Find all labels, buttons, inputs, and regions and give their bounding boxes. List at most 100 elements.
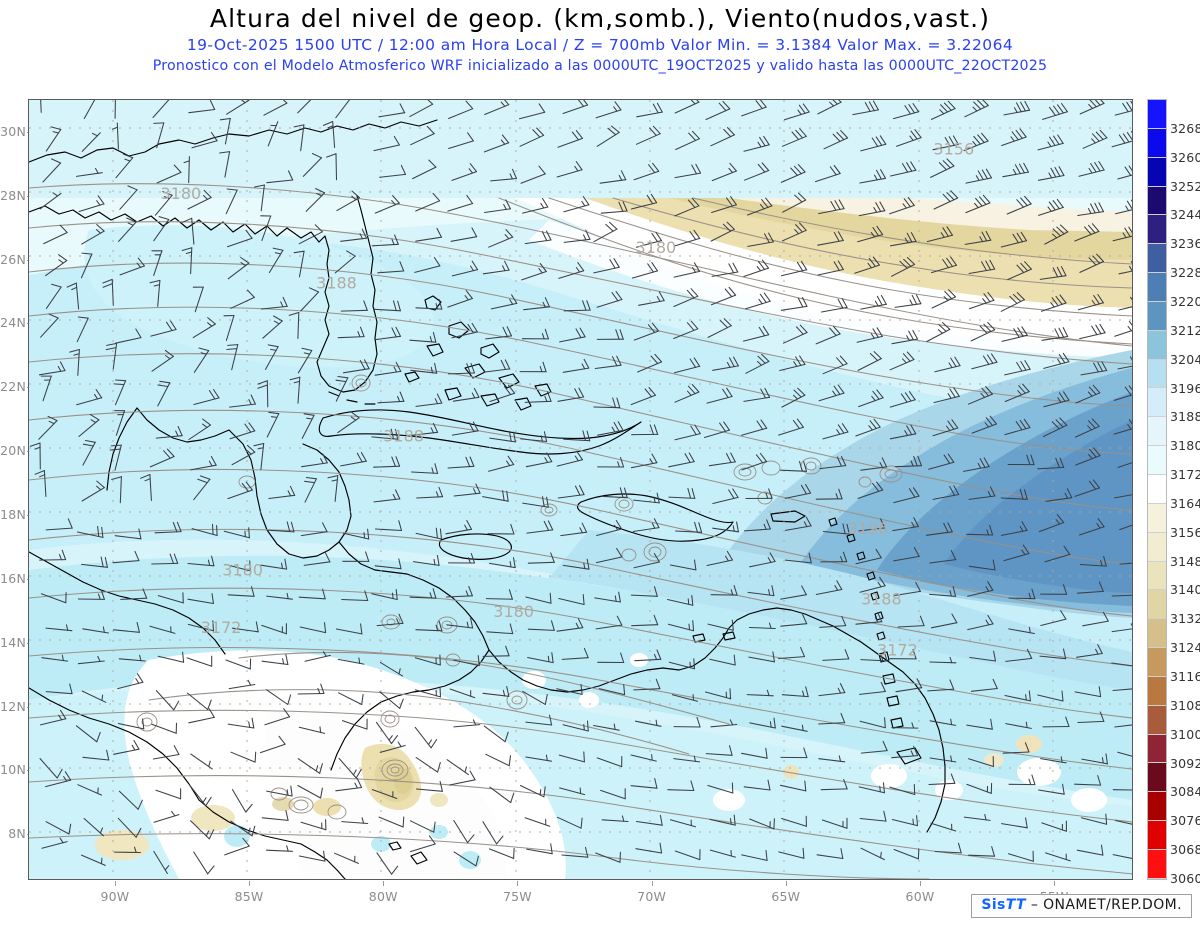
wind-barb (673, 320, 699, 340)
wind-barb (712, 521, 739, 533)
wind-barb (75, 167, 103, 177)
wind-barb (445, 519, 473, 535)
colorbar-swatch (1148, 128, 1166, 158)
wind-barb (557, 387, 585, 402)
wind-barb (416, 486, 444, 499)
wind-barb (964, 100, 989, 118)
colorbar-tick-label: 3092 (1170, 755, 1200, 771)
wind-barb (968, 559, 996, 571)
wind-barb (29, 442, 41, 470)
wind-barb (1113, 419, 1132, 435)
wind-barb (633, 322, 660, 341)
wind-barb (260, 215, 272, 242)
wind-barb (631, 614, 659, 627)
wind-barb (781, 222, 807, 242)
wind-barb (818, 199, 845, 215)
wind-barb (83, 100, 96, 120)
wind-barb (930, 158, 955, 178)
wind-barb (747, 232, 774, 247)
x-axis-tick-label: 60W (905, 889, 935, 904)
wind-barb (889, 424, 917, 440)
colorbar-tick-label: 3140 (1170, 582, 1200, 598)
wind-barb (860, 847, 885, 861)
map-canvas[interactable]: 3180 3188 3180 3156 3188 3196 3188 3180 3180 3172… (28, 99, 1133, 880)
contour-value-label: 3180 (636, 238, 677, 257)
wind-barb (149, 279, 161, 307)
colorbar-tick-label: 3132 (1170, 611, 1200, 627)
wind-barb (1008, 588, 1036, 600)
wind-barb (448, 100, 474, 120)
wind-barb (157, 380, 171, 407)
wind-barb (742, 325, 770, 342)
wind-barb (453, 819, 475, 844)
wind-barb (596, 329, 624, 340)
wind-barb (524, 817, 551, 827)
x-axis-tick-label: 85W (234, 889, 264, 904)
wind-barb (411, 463, 439, 474)
wind-barb (1008, 774, 1036, 786)
wind-barb (190, 820, 215, 840)
wind-barb (631, 262, 659, 279)
wind-barb (967, 386, 993, 405)
colorbar-tick-label: 3236 (1170, 236, 1200, 252)
colorbar[interactable] (1147, 99, 1167, 880)
wind-barb (741, 452, 768, 471)
y-axis-tick-label: 14N (0, 634, 26, 650)
colorbar-tick-label: 3108 (1170, 697, 1200, 713)
wind-barb (151, 722, 178, 734)
colorbar-swatch (1148, 792, 1166, 822)
wind-barb (893, 547, 920, 562)
wind-barb (932, 485, 960, 500)
wind-barb (563, 195, 590, 213)
wind-barb (1007, 850, 1034, 862)
wind-barb (527, 620, 555, 631)
wind-barb (117, 673, 144, 690)
wind-barb (268, 485, 296, 500)
colorbar-swatch (1148, 301, 1166, 331)
colorbar-swatch (1148, 215, 1166, 245)
wind-barb (595, 101, 622, 119)
wind-barb (151, 553, 179, 565)
wind-barb (891, 722, 919, 729)
wind-barb (181, 217, 195, 245)
wind-barb (193, 851, 215, 875)
wind-barb (488, 229, 514, 248)
wind-barb (784, 552, 812, 564)
wind-barb (666, 594, 694, 606)
colorbar-tick-label: 3116 (1170, 669, 1200, 685)
wind-barb (219, 151, 231, 178)
wind-barb (749, 717, 776, 729)
wind-barb (558, 262, 585, 279)
wind-barb (115, 328, 142, 344)
x-axis-tick-mark (383, 881, 385, 886)
y-axis-tick-label: 8N (8, 826, 26, 842)
wind-barb (40, 375, 52, 402)
wind-barb (746, 689, 774, 697)
wind-barb (82, 439, 96, 466)
wind-barb (153, 850, 170, 875)
wind-barb (1074, 479, 1101, 497)
wind-barb (1043, 352, 1070, 369)
wind-barb (230, 289, 255, 309)
contour-value-label: 3180 (161, 184, 202, 203)
wind-barb (600, 201, 628, 214)
wind-barb (597, 456, 625, 468)
wind-barb (490, 294, 518, 310)
x-axis-tick-mark (517, 881, 519, 886)
wind-barb (929, 718, 957, 726)
wind-barb (337, 692, 364, 706)
wind-barb (1079, 100, 1105, 115)
credit-tt: TT (1005, 897, 1026, 913)
wind-barb (858, 782, 885, 794)
wind-barb (378, 816, 405, 828)
wind-barb (102, 278, 114, 306)
wind-barb (45, 683, 73, 695)
wind-barb (778, 418, 804, 436)
wind-barb (1037, 166, 1065, 181)
wind-barb (379, 691, 404, 709)
x-axis-tick-mark (249, 881, 251, 886)
wind-barb (119, 257, 146, 276)
wind-barb (489, 430, 516, 443)
wind-barb (297, 784, 323, 799)
wind-barb (780, 260, 808, 277)
